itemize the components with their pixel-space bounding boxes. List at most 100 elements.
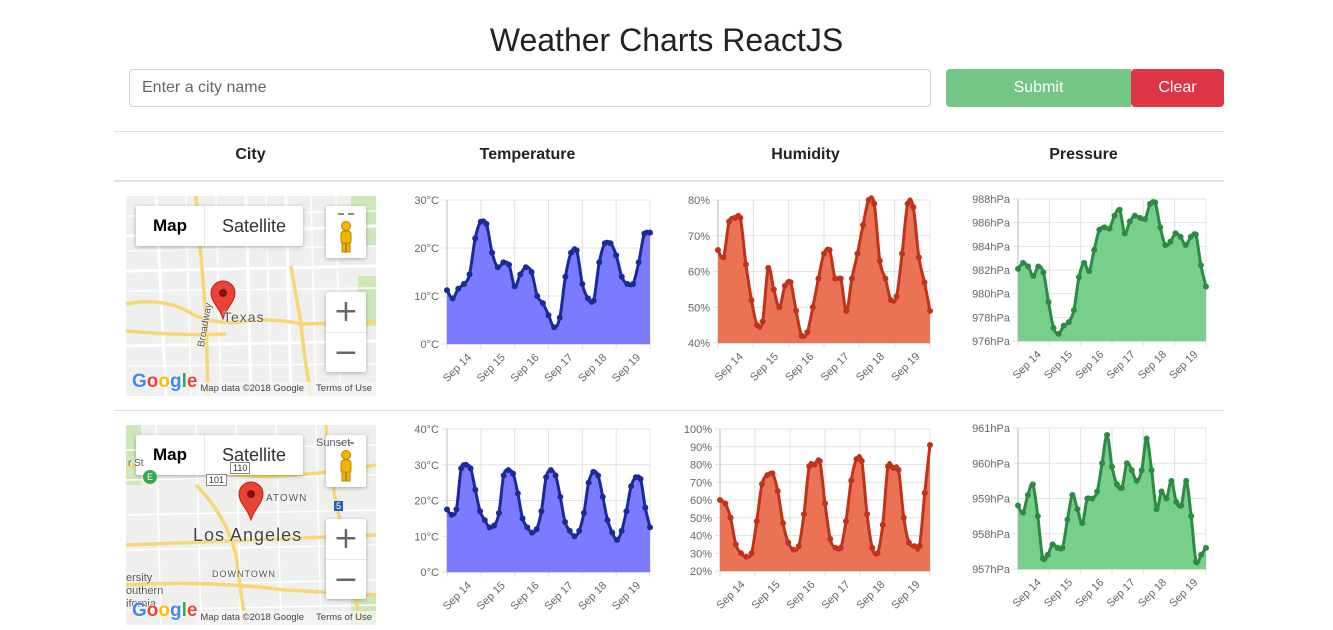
data-point	[769, 470, 776, 477]
data-point	[848, 477, 855, 484]
data-point	[455, 285, 462, 292]
city-map-los-angeles[interactable]: Map Satellite + − r St Sunset 101 110 5 …	[126, 425, 376, 625]
data-point	[477, 508, 484, 515]
map-attribution: Map data ©2018 Google Terms of Use	[196, 382, 376, 396]
terms-of-use-link[interactable]: Terms of Use	[316, 612, 372, 623]
data-point	[609, 529, 616, 536]
data-point	[632, 474, 639, 481]
data-point	[1050, 324, 1057, 331]
data-point	[534, 293, 541, 299]
data-point	[547, 467, 554, 474]
data-point	[832, 275, 839, 282]
x-tick-label: Sep 19	[1167, 577, 1200, 610]
data-point	[635, 259, 642, 266]
map-tab-map[interactable]: Map	[153, 216, 187, 235]
map-marker-icon[interactable]	[237, 481, 265, 521]
data-point	[765, 264, 772, 271]
data-point	[915, 254, 922, 261]
x-tick-label: Sep 19	[889, 579, 922, 612]
humidity-chart-row-2: 20% 30% 40% 50% 60% 70% 80% 90% 100% Sep 14 Sep 15…	[684, 424, 933, 612]
data-point	[543, 474, 550, 481]
data-point	[647, 524, 653, 531]
x-tick-label: Sep 18	[854, 351, 887, 384]
y-tick-label: 10°C	[414, 531, 439, 543]
map-tab-map[interactable]: Map	[153, 445, 187, 464]
data-point	[528, 269, 535, 275]
data-point	[1113, 481, 1120, 488]
data-point	[486, 524, 493, 531]
data-point	[798, 332, 805, 339]
data-point	[1039, 555, 1046, 562]
data-point	[1203, 544, 1209, 551]
data-point	[618, 273, 625, 280]
data-point	[500, 259, 507, 266]
y-tick-label: 976hPa	[972, 336, 1011, 348]
data-point	[1024, 491, 1031, 498]
google-logo: Google	[132, 371, 198, 392]
x-tick-label: Sep 18	[854, 579, 887, 612]
data-point	[816, 457, 823, 464]
data-point	[790, 546, 797, 553]
data-point	[1128, 467, 1135, 474]
zoom-in-button[interactable]: +	[333, 521, 359, 556]
x-tick-label: Sep 19	[610, 580, 643, 613]
page-title: Weather Charts ReactJS	[489, 22, 844, 58]
data-point	[1153, 506, 1160, 513]
data-point	[806, 463, 813, 470]
highway-5-badge: 5	[334, 501, 344, 511]
data-point	[832, 544, 839, 551]
data-point	[551, 324, 558, 331]
pegman-icon[interactable]	[326, 435, 366, 487]
pegman-icon[interactable]	[326, 206, 366, 258]
pressure-chart-row-1: 976hPa 978hPa 980hPa 982hPa 984hPa 986hPa 988h…	[972, 194, 1209, 382]
data-point	[1197, 262, 1204, 269]
data-point	[781, 282, 788, 289]
zoom-in-button[interactable]: +	[333, 294, 359, 329]
data-point	[444, 506, 450, 513]
data-point	[495, 510, 502, 517]
table-top-border	[114, 131, 1224, 132]
city-map-texas[interactable]: Map Satellite + − Texas Broadway Google …	[126, 196, 376, 396]
zoom-out-button[interactable]: −	[326, 559, 366, 599]
data-point	[1019, 509, 1026, 516]
zoom-out-button[interactable]: −	[326, 332, 366, 372]
data-point	[552, 472, 559, 479]
data-point	[843, 518, 849, 525]
data-point	[519, 515, 526, 522]
data-point	[787, 279, 794, 286]
hospital-icon: E	[143, 470, 157, 484]
y-tick-label: 0°C	[421, 567, 440, 579]
pressure-area	[1018, 200, 1206, 341]
clear-button[interactable]: Clear	[1131, 69, 1224, 107]
data-point	[910, 204, 917, 211]
y-tick-label: 20°C	[414, 496, 439, 508]
data-point	[562, 273, 569, 280]
data-point	[764, 472, 771, 479]
terms-of-use-link[interactable]: Terms of Use	[316, 383, 372, 394]
x-tick-label: Sep 19	[1167, 349, 1200, 382]
data-point	[585, 479, 592, 486]
search-input[interactable]	[129, 69, 931, 107]
data-point	[1157, 224, 1164, 231]
data-point	[573, 247, 580, 254]
data-point	[1104, 432, 1111, 439]
map-marker-icon[interactable]	[209, 280, 237, 320]
data-point	[596, 259, 603, 266]
map-label-street: r St	[128, 458, 144, 469]
submit-button[interactable]: Submit	[946, 69, 1131, 107]
map-tab-satellite[interactable]: Satellite	[204, 435, 303, 475]
map-attribution: Map data ©2018 Google Terms of Use	[196, 611, 376, 625]
data-point	[1203, 283, 1209, 290]
data-point	[885, 463, 891, 470]
data-point	[921, 489, 928, 496]
data-point	[524, 524, 531, 531]
x-tick-label: Sep 14	[441, 352, 474, 385]
data-point	[489, 249, 496, 256]
data-point	[1096, 226, 1103, 233]
data-point	[743, 553, 750, 560]
y-tick-label: 961hPa	[972, 423, 1011, 435]
data-point	[1055, 330, 1062, 337]
y-tick-label: 960hPa	[972, 458, 1011, 470]
map-tab-satellite[interactable]: Satellite	[204, 206, 303, 246]
